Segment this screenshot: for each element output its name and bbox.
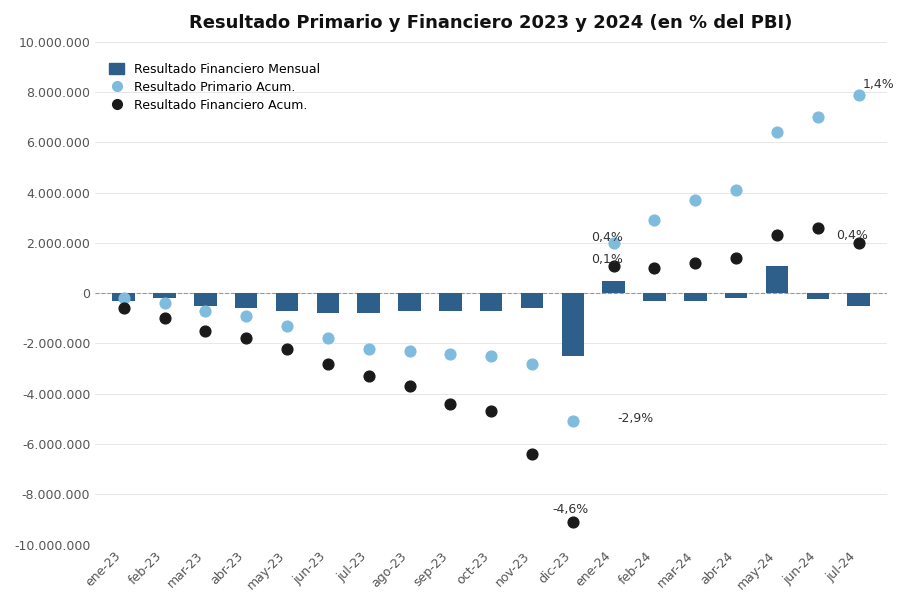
Resultado Financiero Acum. (403, 381, 417, 391)
Resultado Financiero Acum. (484, 407, 498, 416)
Bar (806, 293, 829, 299)
Resultado Financiero Acum. (117, 304, 131, 313)
Resultado Primario Acum. (443, 348, 457, 358)
Resultado Primario Acum. (566, 416, 580, 426)
Resultado Primario Acum. (321, 334, 335, 344)
Resultado Primario Acum. (198, 306, 212, 316)
Bar (153, 293, 176, 298)
Bar (357, 293, 380, 313)
Bar (112, 293, 135, 301)
Resultado Primario Acum. (851, 90, 865, 99)
Bar (194, 293, 217, 306)
Text: -4,6%: -4,6% (552, 503, 589, 516)
Text: 0,1%: 0,1% (591, 253, 623, 266)
Resultado Financiero Acum. (688, 258, 702, 268)
Resultado Financiero Acum. (729, 253, 743, 263)
Bar (847, 293, 870, 306)
Resultado Financiero Acum. (158, 313, 172, 323)
Resultado Financiero Acum. (198, 326, 212, 336)
Resultado Financiero Acum. (525, 449, 539, 459)
Resultado Financiero Acum. (607, 261, 621, 270)
Bar (398, 293, 421, 311)
Text: 1,4%: 1,4% (863, 78, 895, 91)
Text: 0,4%: 0,4% (836, 229, 868, 242)
Resultado Financiero Acum. (443, 399, 457, 408)
Resultado Primario Acum. (811, 112, 825, 122)
Resultado Financiero Acum. (239, 334, 253, 344)
Resultado Primario Acum. (239, 311, 253, 321)
Bar (480, 293, 502, 311)
Resultado Financiero Acum. (566, 517, 580, 527)
Resultado Primario Acum. (770, 127, 784, 137)
Resultado Financiero Acum. (851, 238, 865, 248)
Text: 0,4%: 0,4% (591, 231, 623, 244)
Bar (439, 293, 462, 311)
Resultado Financiero Acum. (362, 371, 376, 381)
Bar (643, 293, 666, 301)
Resultado Primario Acum. (688, 195, 702, 205)
Bar (766, 265, 788, 293)
Text: -2,9%: -2,9% (618, 413, 654, 425)
Bar (317, 293, 339, 313)
Title: Resultado Primario y Financiero 2023 y 2024 (en % del PBI): Resultado Primario y Financiero 2023 y 2… (189, 14, 793, 32)
Legend: Resultado Financiero Mensual, Resultado Primario Acum., Resultado Financiero Acu: Resultado Financiero Mensual, Resultado … (109, 63, 321, 112)
Resultado Primario Acum. (607, 238, 621, 248)
Resultado Primario Acum. (525, 359, 539, 368)
Resultado Primario Acum. (280, 321, 294, 331)
Bar (725, 293, 747, 298)
Bar (276, 293, 298, 311)
Resultado Financiero Acum. (321, 359, 335, 368)
Resultado Primario Acum. (484, 351, 498, 361)
Resultado Financiero Acum. (647, 263, 661, 273)
Bar (684, 293, 707, 301)
Bar (235, 293, 258, 308)
Resultado Primario Acum. (403, 346, 417, 356)
Bar (521, 293, 543, 308)
Resultado Primario Acum. (647, 216, 661, 225)
Resultado Financiero Acum. (811, 223, 825, 233)
Bar (602, 281, 625, 293)
Resultado Primario Acum. (158, 298, 172, 308)
Bar (561, 293, 584, 356)
Resultado Primario Acum. (362, 344, 376, 353)
Resultado Financiero Acum. (770, 230, 784, 240)
Resultado Primario Acum. (117, 293, 131, 303)
Resultado Financiero Acum. (280, 344, 294, 353)
Resultado Primario Acum. (729, 185, 743, 195)
